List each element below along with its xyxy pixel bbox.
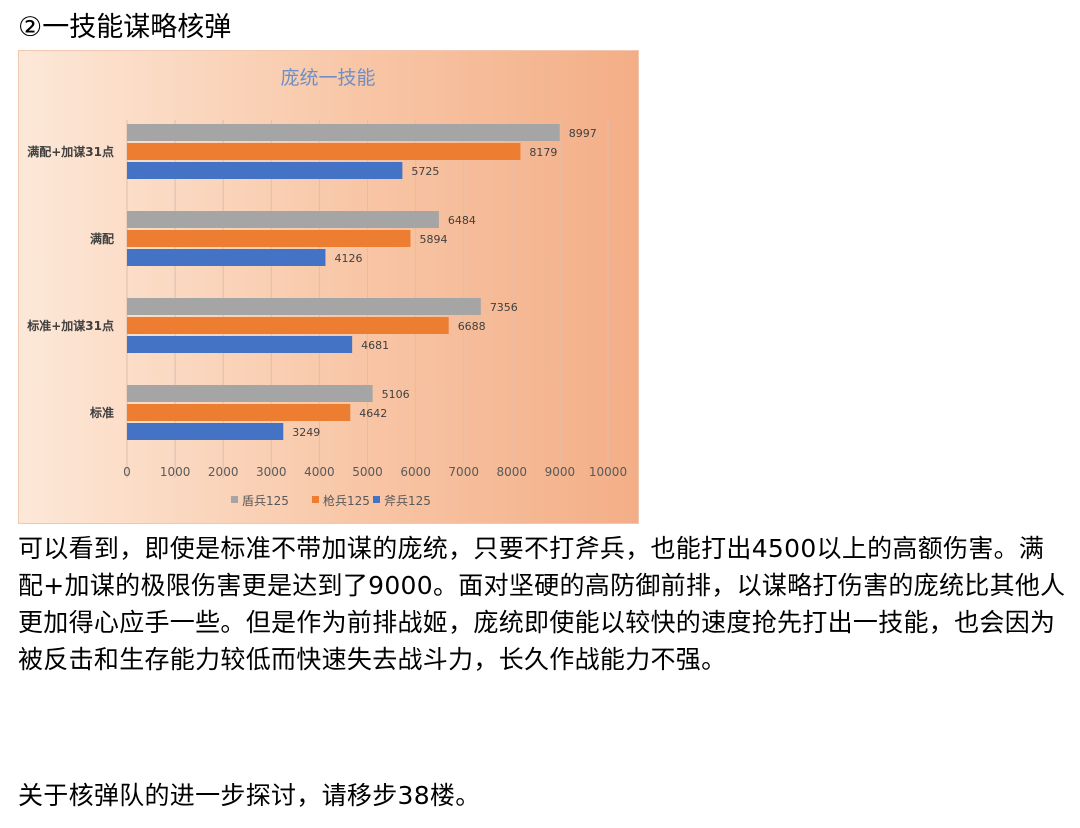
bar — [127, 230, 411, 247]
x-tick-label: 4000 — [304, 465, 335, 479]
x-tick-label: 2000 — [208, 465, 239, 479]
data-label: 5894 — [420, 233, 448, 246]
x-tick-label: 1000 — [160, 465, 191, 479]
data-label: 8179 — [529, 146, 557, 159]
x-tick-label: 10000 — [589, 465, 627, 479]
legend-label: 枪兵125 — [323, 493, 370, 508]
bar — [127, 143, 521, 160]
bar — [127, 336, 353, 353]
bar — [127, 423, 284, 440]
data-label: 4681 — [361, 339, 389, 352]
x-tick-label: 3000 — [256, 465, 287, 479]
data-label: 5725 — [411, 165, 439, 178]
bar — [127, 124, 560, 141]
data-label: 4126 — [334, 252, 362, 265]
bar — [127, 211, 439, 228]
bar — [127, 298, 481, 315]
x-tick-label: 7000 — [448, 465, 479, 479]
legend-label: 盾兵125 — [242, 494, 289, 508]
x-tick-label: 5000 — [352, 465, 383, 479]
data-label: 6484 — [448, 214, 476, 227]
legend-swatch — [231, 496, 238, 503]
category-label: 标准 — [89, 405, 114, 420]
chart-title: 庞统一技能 — [280, 67, 375, 89]
x-tick-labels: 0 1000 2000 3000 4000 5000 6000 7000 8000 9000 100… — [123, 465, 627, 479]
x-tick-label: 0 — [123, 465, 131, 479]
category-label: 满配 — [90, 231, 114, 246]
bar — [127, 385, 373, 402]
bar — [127, 162, 403, 179]
category-label: 满配+加谋31点 — [27, 144, 114, 159]
x-tick-label: 8000 — [497, 465, 528, 479]
legend-swatch — [312, 496, 319, 503]
x-tick-label: 6000 — [400, 465, 431, 479]
data-label: 3249 — [292, 426, 320, 439]
bars — [127, 124, 560, 440]
analysis-paragraph: 可以看到，即使是标准不带加谋的庞统，只要不打斧兵，也能打出4500以上的高额伤害… — [18, 534, 1066, 674]
bar — [127, 317, 449, 334]
bar — [127, 249, 326, 266]
reference-note: 关于核弹队的进一步探讨，请移步38楼。 — [18, 781, 481, 810]
legend-swatch — [373, 496, 380, 503]
x-tick-label: 9000 — [545, 465, 576, 479]
legend: 盾兵125 枪兵125 斧兵125 — [231, 493, 431, 508]
data-label: 6688 — [458, 320, 486, 333]
data-label: 7356 — [490, 301, 518, 314]
data-label: 4642 — [359, 407, 387, 420]
section-heading: ②一技能谋略核弹 — [18, 12, 232, 43]
bar — [127, 404, 351, 421]
category-label: 标准+加谋31点 — [26, 318, 114, 333]
chart-container: 庞统一技能 8997 8179 5725 6484 5894 4126 7356 6688 46… — [18, 50, 639, 524]
legend-label: 斧兵125 — [384, 494, 431, 508]
data-label: 8997 — [569, 127, 597, 140]
data-label: 5106 — [382, 388, 410, 401]
